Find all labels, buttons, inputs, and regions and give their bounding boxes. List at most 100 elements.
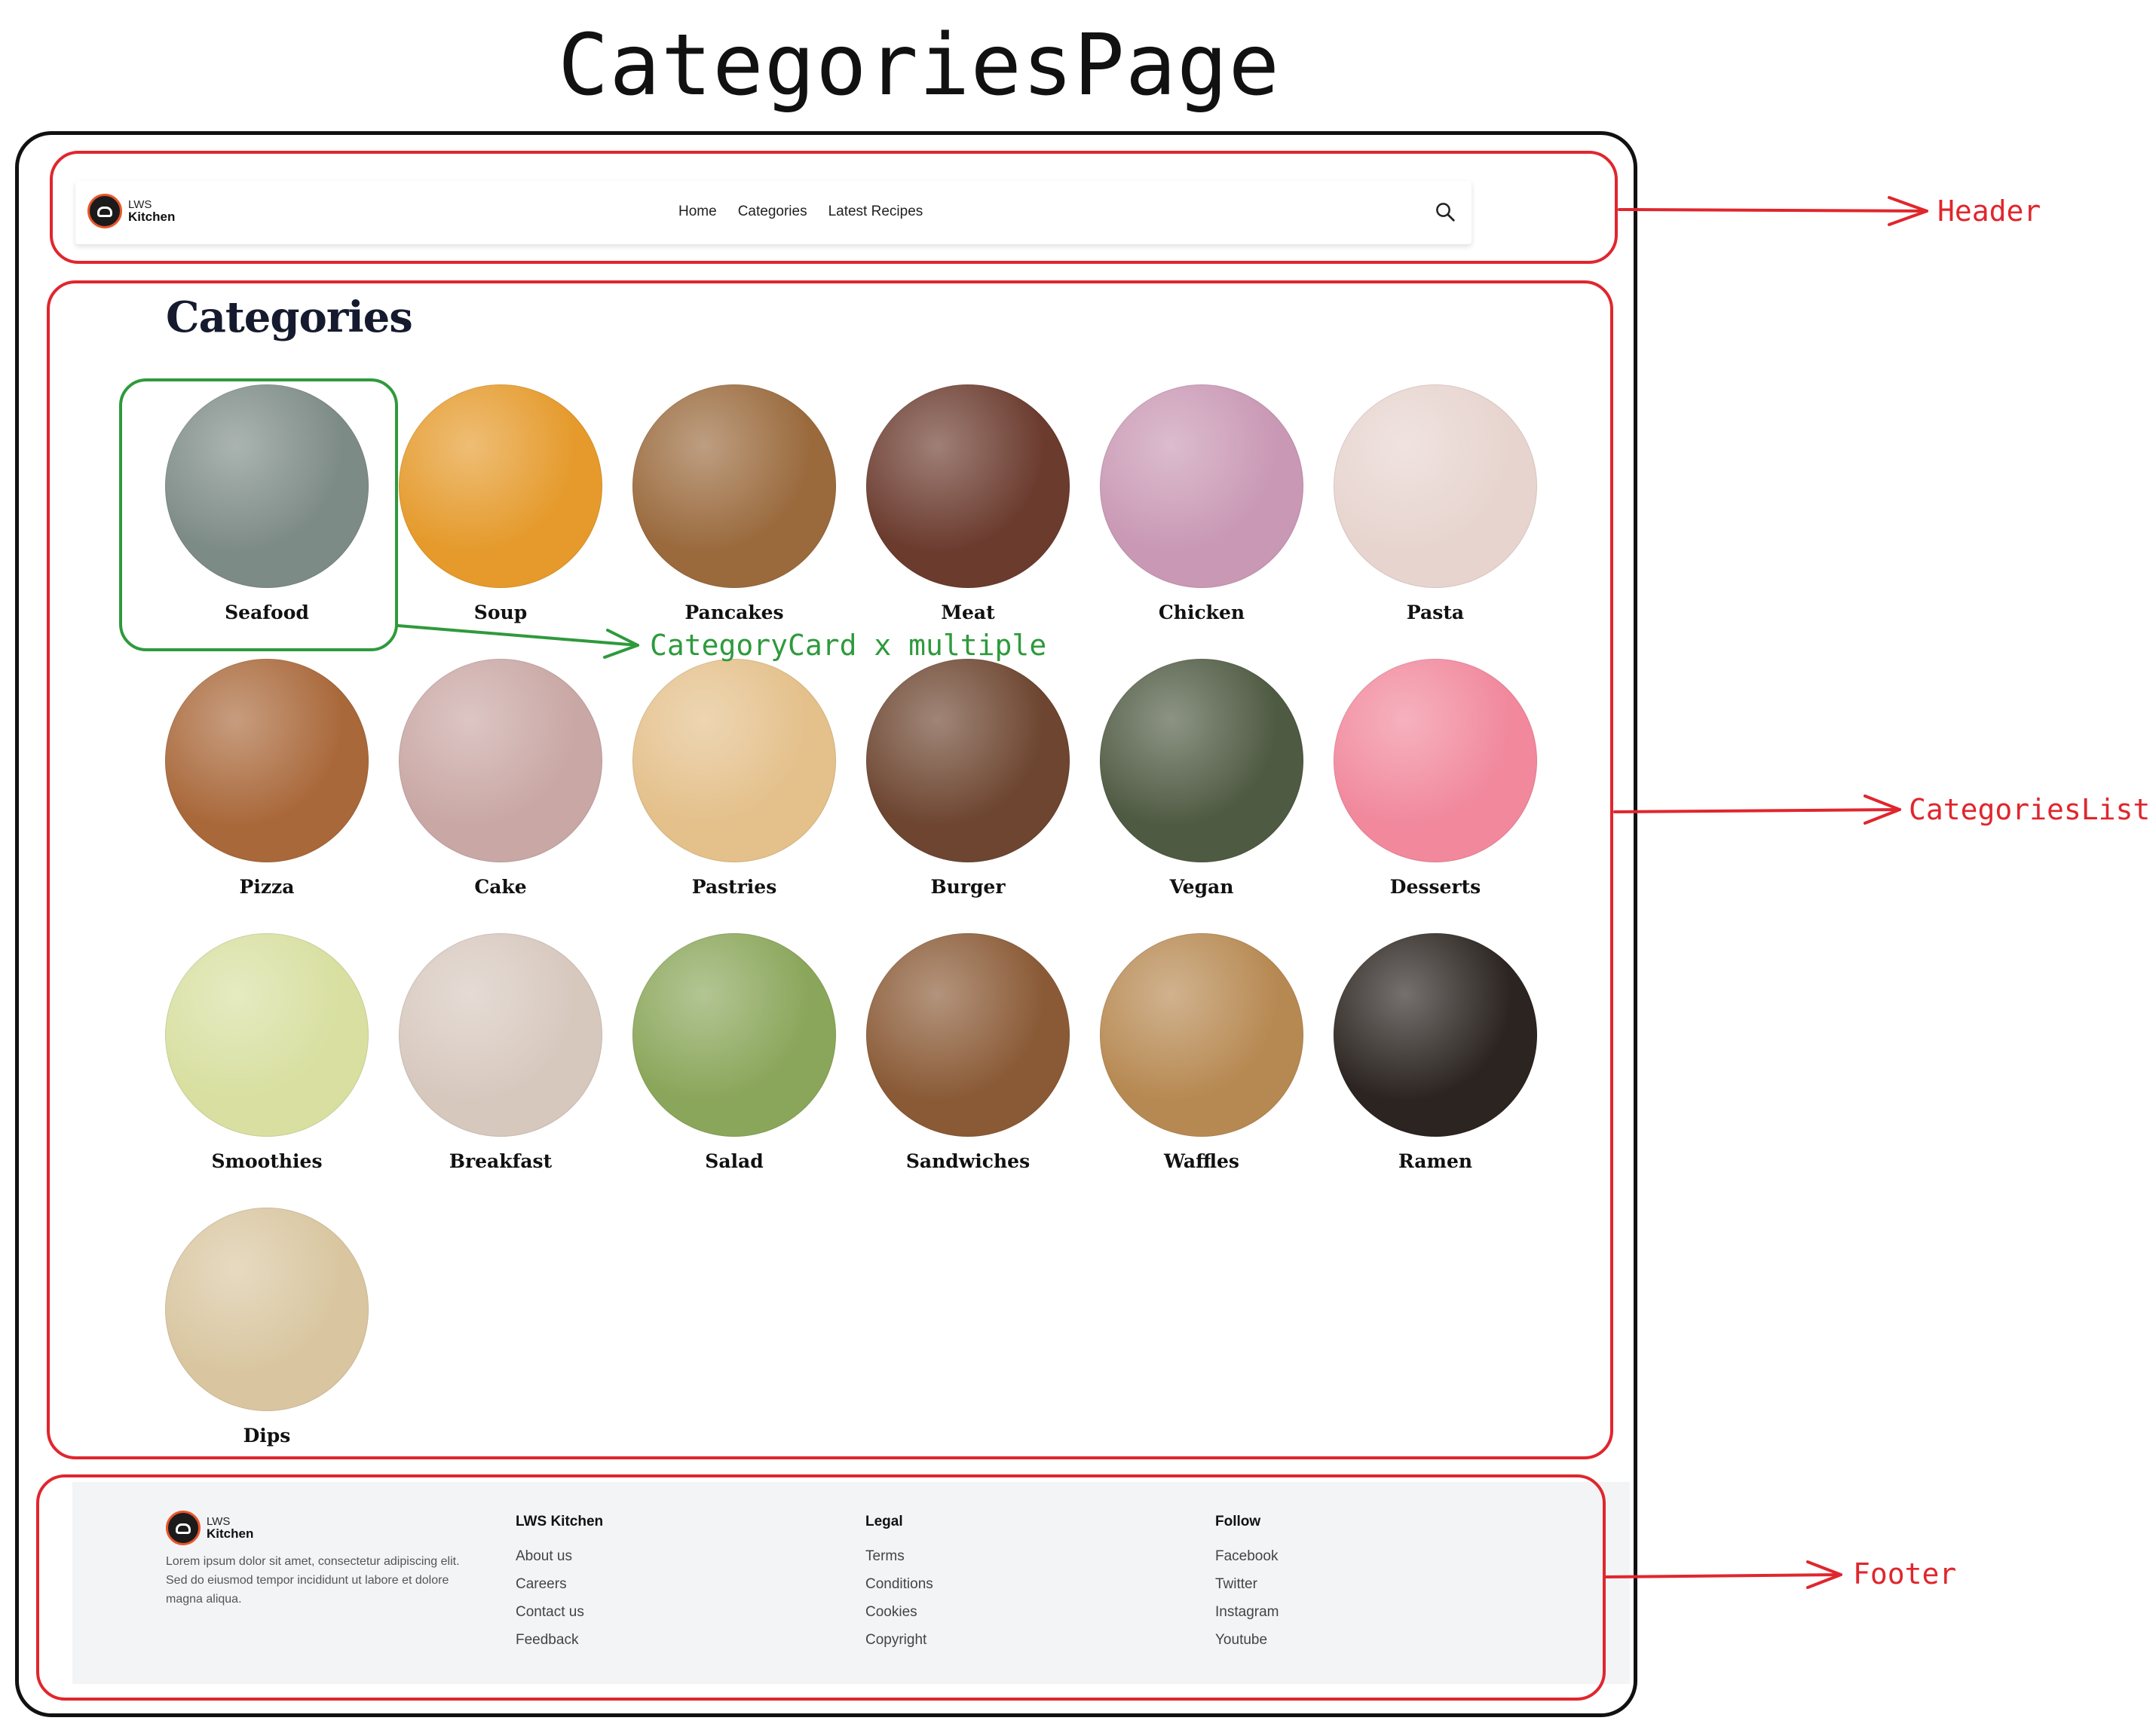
category-label: Vegan xyxy=(1169,876,1234,898)
footer-annotation-box xyxy=(36,1474,1606,1701)
footer-column-title: Legal xyxy=(865,1514,903,1529)
category-label: Smoothies xyxy=(211,1150,323,1172)
footer-column-title: LWS Kitchen xyxy=(516,1514,604,1529)
category-label: Soup xyxy=(473,602,528,623)
footer-link-youtube[interactable]: Youtube xyxy=(1215,1632,1268,1648)
category-label: Burger xyxy=(930,876,1006,898)
categories-list-label: CategoriesList xyxy=(1909,793,2151,826)
header-logo[interactable]: LWS Kitchen xyxy=(87,194,175,228)
footer-link-facebook[interactable]: Facebook xyxy=(1215,1548,1279,1564)
footer-arrowhead xyxy=(1806,1560,1842,1589)
category-image[interactable] xyxy=(632,384,836,588)
category-label: Cake xyxy=(474,876,527,898)
category-card-label: CategoryCard x multiple xyxy=(650,629,1047,662)
category-image[interactable] xyxy=(1334,384,1537,588)
category-label: Waffles xyxy=(1164,1150,1239,1172)
footer-column-legal: Legal Terms Conditions Cookies Copyright xyxy=(865,1514,933,1660)
categories-heading: Categories xyxy=(166,292,413,342)
footer-link-twitter[interactable]: Twitter xyxy=(1215,1576,1257,1592)
category-label: Seafood xyxy=(225,602,309,623)
category-image[interactable] xyxy=(632,933,836,1137)
category-card[interactable]: Seafood xyxy=(154,384,380,633)
category-image[interactable] xyxy=(399,659,602,862)
footer-link-feedback[interactable]: Feedback xyxy=(516,1632,579,1648)
footer-logo[interactable]: LWS Kitchen xyxy=(166,1511,253,1545)
category-card[interactable]: Sandwiches xyxy=(855,933,1081,1182)
footer-link-copyright[interactable]: Copyright xyxy=(865,1632,927,1648)
footer-link-terms[interactable]: Terms xyxy=(865,1548,905,1564)
category-image[interactable] xyxy=(165,659,369,862)
header-arrow xyxy=(1618,208,1928,213)
category-image[interactable] xyxy=(1100,384,1303,588)
category-card[interactable]: Chicken xyxy=(1089,384,1315,633)
category-image[interactable] xyxy=(1100,659,1303,862)
category-card[interactable]: Vegan xyxy=(1089,659,1315,908)
category-card[interactable]: Dips xyxy=(154,1208,380,1456)
category-image[interactable] xyxy=(866,384,1070,588)
category-label: Sandwiches xyxy=(905,1150,1031,1172)
category-label: Salad xyxy=(705,1150,764,1172)
footer-link-careers[interactable]: Careers xyxy=(516,1576,567,1592)
category-label: Pizza xyxy=(239,876,295,898)
category-card[interactable]: Smoothies xyxy=(154,933,380,1182)
header-navbar: LWS Kitchen Home Categories Latest Recip… xyxy=(75,181,1472,244)
category-label: Breakfast xyxy=(449,1150,553,1172)
category-card[interactable]: Meat xyxy=(855,384,1081,633)
category-image[interactable] xyxy=(866,659,1070,862)
category-card[interactable]: Soup xyxy=(387,384,614,633)
nav-categories[interactable]: Categories xyxy=(737,204,807,219)
logo-small-text: LWS xyxy=(128,198,152,211)
categories-arrow xyxy=(1613,808,1901,813)
footer-logo-small-text: LWS xyxy=(207,1515,231,1528)
category-image[interactable] xyxy=(632,659,836,862)
category-card[interactable]: Pastries xyxy=(621,659,847,908)
category-image[interactable] xyxy=(165,1208,369,1411)
category-card[interactable]: Salad xyxy=(621,933,847,1182)
header-annotation-box xyxy=(50,151,1618,264)
category-image[interactable] xyxy=(1334,659,1537,862)
footer-column-kitchen: LWS Kitchen About us Careers Contact us … xyxy=(516,1514,603,1660)
category-label: Pancakes xyxy=(684,602,784,623)
category-card[interactable]: Desserts xyxy=(1322,659,1548,908)
category-card[interactable]: Pasta xyxy=(1322,384,1548,633)
category-label: Pastries xyxy=(691,876,777,898)
footer-link-instagram[interactable]: Instagram xyxy=(1215,1604,1279,1620)
chef-hat-icon xyxy=(87,194,122,228)
footer-arrow xyxy=(1604,1573,1842,1578)
diagram-title: CategoriesPage xyxy=(558,17,1281,115)
category-image[interactable] xyxy=(399,933,602,1137)
footer-link-conditions[interactable]: Conditions xyxy=(865,1576,933,1592)
logo-big-text: Kitchen xyxy=(128,210,176,224)
category-label: Pasta xyxy=(1406,602,1465,623)
categories-list-annotation-box xyxy=(47,280,1613,1459)
nav-home[interactable]: Home xyxy=(678,204,717,219)
category-card[interactable]: Waffles xyxy=(1089,933,1315,1182)
footer-label: Footer xyxy=(1853,1557,1957,1591)
footer-link-contact[interactable]: Contact us xyxy=(516,1604,584,1620)
header-arrowhead xyxy=(1888,196,1928,226)
category-card[interactable]: Pancakes xyxy=(621,384,847,633)
category-label: Dips xyxy=(243,1425,291,1447)
category-card[interactable]: Ramen xyxy=(1322,933,1548,1182)
search-icon[interactable] xyxy=(1434,201,1456,223)
footer-link-about[interactable]: About us xyxy=(516,1548,572,1564)
category-image[interactable] xyxy=(1100,933,1303,1137)
categories-arrowhead xyxy=(1864,795,1901,825)
footer-column-follow: Follow Facebook Twitter Instagram Youtub… xyxy=(1215,1514,1279,1660)
footer-link-cookies[interactable]: Cookies xyxy=(865,1604,917,1620)
category-card[interactable]: Pizza xyxy=(154,659,380,908)
category-label: Desserts xyxy=(1389,876,1481,898)
category-card[interactable]: Burger xyxy=(855,659,1081,908)
category-image[interactable] xyxy=(165,933,369,1137)
category-card[interactable]: Breakfast xyxy=(387,933,614,1182)
nav-latest-recipes[interactable]: Latest Recipes xyxy=(828,204,923,219)
category-image[interactable] xyxy=(165,384,369,588)
footer xyxy=(72,1482,1630,1684)
category-image[interactable] xyxy=(399,384,602,588)
category-card[interactable]: Cake xyxy=(387,659,614,908)
category-image[interactable] xyxy=(866,933,1070,1137)
category-image[interactable] xyxy=(1334,933,1537,1137)
footer-logo-big-text: Kitchen xyxy=(207,1526,254,1541)
category-label: Ramen xyxy=(1398,1150,1473,1172)
category-label: Meat xyxy=(941,602,995,623)
